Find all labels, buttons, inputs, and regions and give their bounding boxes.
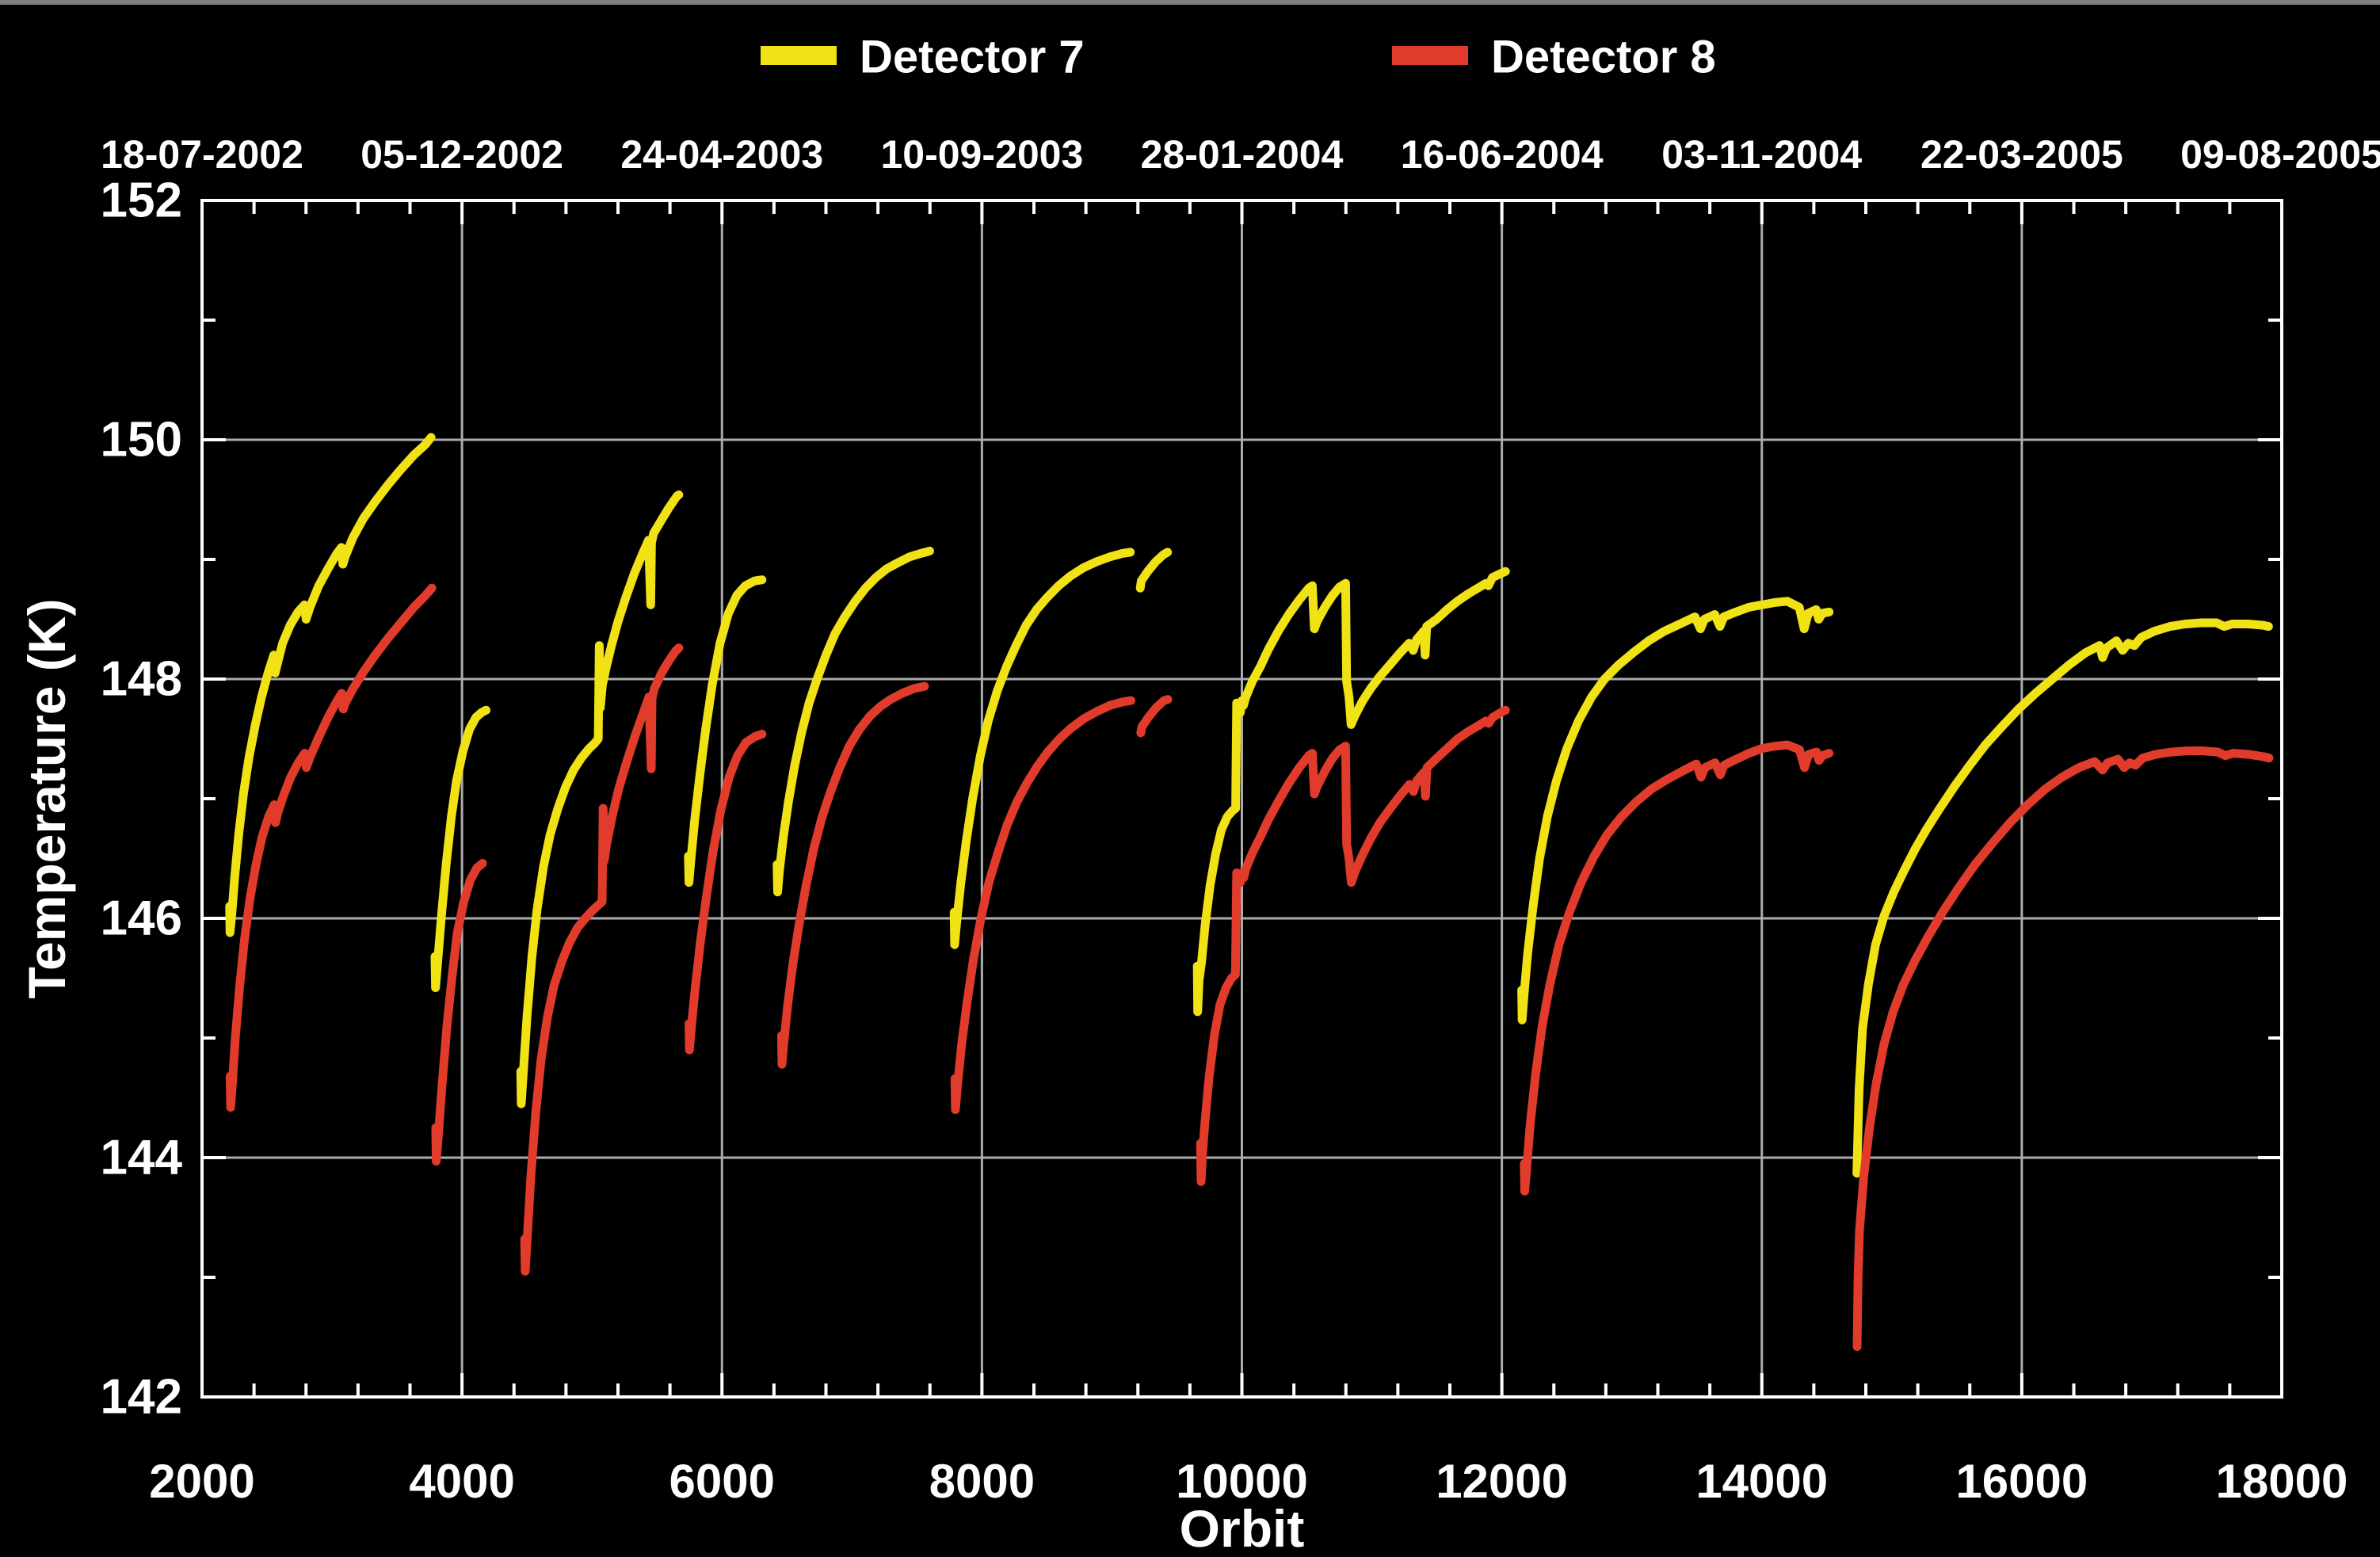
x-tick-label: 2000 bbox=[149, 1455, 254, 1508]
legend-item-detector-8: Detector 8 bbox=[1392, 32, 1716, 83]
y-tick-label: 146 bbox=[101, 891, 182, 946]
series-line-detector-8 bbox=[1520, 740, 1834, 1196]
series-line-detector-8 bbox=[950, 696, 1135, 1115]
series-line-detector-7 bbox=[430, 705, 490, 993]
top-date-label: 24-04-2003 bbox=[620, 132, 823, 177]
top-date-label: 28-01-2004 bbox=[1141, 132, 1344, 177]
top-date-label: 10-09-2003 bbox=[880, 132, 1083, 177]
series-line-detector-8 bbox=[1852, 746, 2274, 1352]
series-line-detector-7 bbox=[1852, 618, 2273, 1178]
x-axis-title: Orbit bbox=[1180, 1499, 1305, 1557]
detector-8-line-swatch bbox=[1392, 46, 1468, 65]
x-tick-label: 10000 bbox=[1176, 1455, 1308, 1508]
series-line-detector-7 bbox=[949, 548, 1135, 949]
series-line-detector-7 bbox=[1517, 597, 1834, 1025]
y-axis-title: Temperature (K) bbox=[17, 599, 76, 999]
detector-7-line-swatch bbox=[761, 46, 837, 65]
top-date-label: 16-06-2004 bbox=[1401, 132, 1604, 177]
series-line-detector-8 bbox=[431, 859, 487, 1166]
series-line-detector-7 bbox=[1192, 567, 1510, 1017]
y-tick-label: 150 bbox=[101, 413, 182, 467]
series-line-detector-7 bbox=[1135, 548, 1173, 593]
window-top-strip bbox=[0, 0, 2380, 5]
top-date-label: 05-12-2002 bbox=[360, 132, 563, 177]
legend-label-detector-8: Detector 8 bbox=[1491, 32, 1716, 83]
x-tick-label: 4000 bbox=[409, 1455, 514, 1508]
series-line-detector-8 bbox=[685, 730, 767, 1055]
top-date-label: 03-11-2004 bbox=[1661, 132, 1862, 177]
series-line-detector-7 bbox=[684, 575, 767, 887]
top-date-label: 22-03-2005 bbox=[1920, 132, 2123, 177]
x-tick-label: 8000 bbox=[929, 1455, 1035, 1508]
series-line-detector-8 bbox=[1196, 705, 1510, 1186]
legend: Detector 7 Detector 8 bbox=[761, 32, 1716, 83]
series-line-detector-7 bbox=[772, 546, 934, 897]
x-tick-label: 16000 bbox=[1955, 1455, 2088, 1508]
series-line-detector-8 bbox=[1136, 695, 1173, 738]
series-line-detector-8 bbox=[776, 681, 929, 1069]
y-tick-label: 144 bbox=[101, 1131, 183, 1185]
x-tick-label: 12000 bbox=[1436, 1455, 1568, 1508]
legend-label-detector-7: Detector 7 bbox=[860, 32, 1085, 83]
x-tick-label: 18000 bbox=[2216, 1455, 2348, 1508]
series-line-detector-7 bbox=[225, 433, 436, 937]
top-date-label: 18-07-2002 bbox=[101, 132, 303, 177]
y-tick-label: 148 bbox=[101, 652, 182, 707]
axis-tick-labels: 2000 4000 6000 8000 10000 12000 14000 16000 1800… bbox=[101, 132, 2380, 1508]
x-tick-label: 14000 bbox=[1695, 1455, 1828, 1508]
legend-item-detector-7: Detector 7 bbox=[761, 32, 1085, 83]
series-line-detector-8 bbox=[520, 643, 684, 1276]
x-tick-label: 6000 bbox=[669, 1455, 775, 1508]
series-line-detector-7 bbox=[516, 490, 684, 1109]
plot-frame bbox=[200, 199, 2283, 1399]
y-tick-label: 152 bbox=[101, 174, 182, 228]
series-line-detector-8 bbox=[225, 583, 437, 1112]
top-date-label: 09-08-2005 bbox=[2180, 132, 2380, 177]
data-series bbox=[225, 433, 2274, 1352]
y-tick-label: 142 bbox=[101, 1370, 182, 1425]
